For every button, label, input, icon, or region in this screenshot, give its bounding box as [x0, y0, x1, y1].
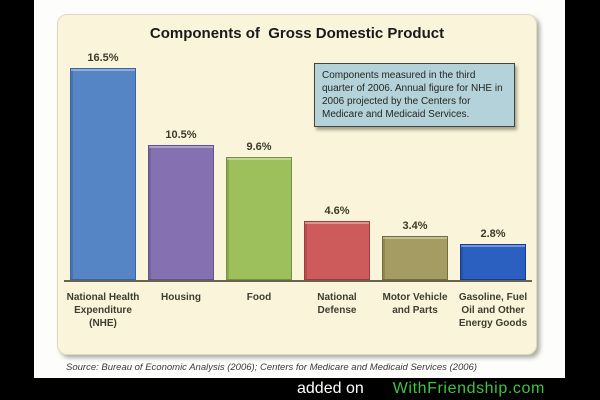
watermark-caption: added on WithFriendship.com — [297, 378, 545, 400]
bar-value-label: 9.6% — [246, 141, 272, 153]
category-label: Housing — [161, 292, 201, 303]
category-label: Motor Vehicle and Parts — [382, 292, 448, 316]
annotation-note: Components measured in the third quarter… — [314, 63, 515, 127]
bar-value-label: 3.4% — [402, 220, 428, 232]
watermark-bar: added on WithFriendship.com — [0, 378, 600, 400]
bar-plot-area: 16.5% 10.5% 9.6% 4.6% 3.4% 2.8% — [64, 52, 532, 282]
bar-2 — [148, 145, 214, 280]
bar-3 — [226, 157, 292, 280]
bar-value-label: 2.8% — [480, 228, 506, 240]
category-label: National Defense — [317, 292, 357, 316]
bar-4 — [304, 221, 370, 280]
bar-6 — [460, 244, 526, 280]
category-label: Food — [246, 292, 272, 303]
bar-value-label: 16.5% — [87, 52, 119, 64]
bar-value-label: 10.5% — [165, 129, 197, 141]
black-frame-left — [0, 0, 34, 400]
watermark-site-link[interactable]: WithFriendship.com — [392, 380, 545, 397]
bar-value-label: 4.6% — [324, 205, 350, 217]
chart-title: Components of Gross Domestic Product — [149, 25, 445, 42]
category-label: Gasoline, Fuel Oil and Other Energy Good… — [458, 292, 528, 329]
chart-panel: Components of Gross Domestic Product 16.… — [57, 14, 537, 355]
bar-1 — [70, 68, 136, 280]
black-frame-right — [565, 0, 600, 400]
watermark-prefix-text: added on — [297, 380, 364, 397]
bar-5 — [382, 236, 448, 280]
category-label: National Health Expenditure (NHE) — [66, 292, 140, 329]
source-citation: Source: Bureau of Economic Analysis (200… — [66, 362, 477, 373]
